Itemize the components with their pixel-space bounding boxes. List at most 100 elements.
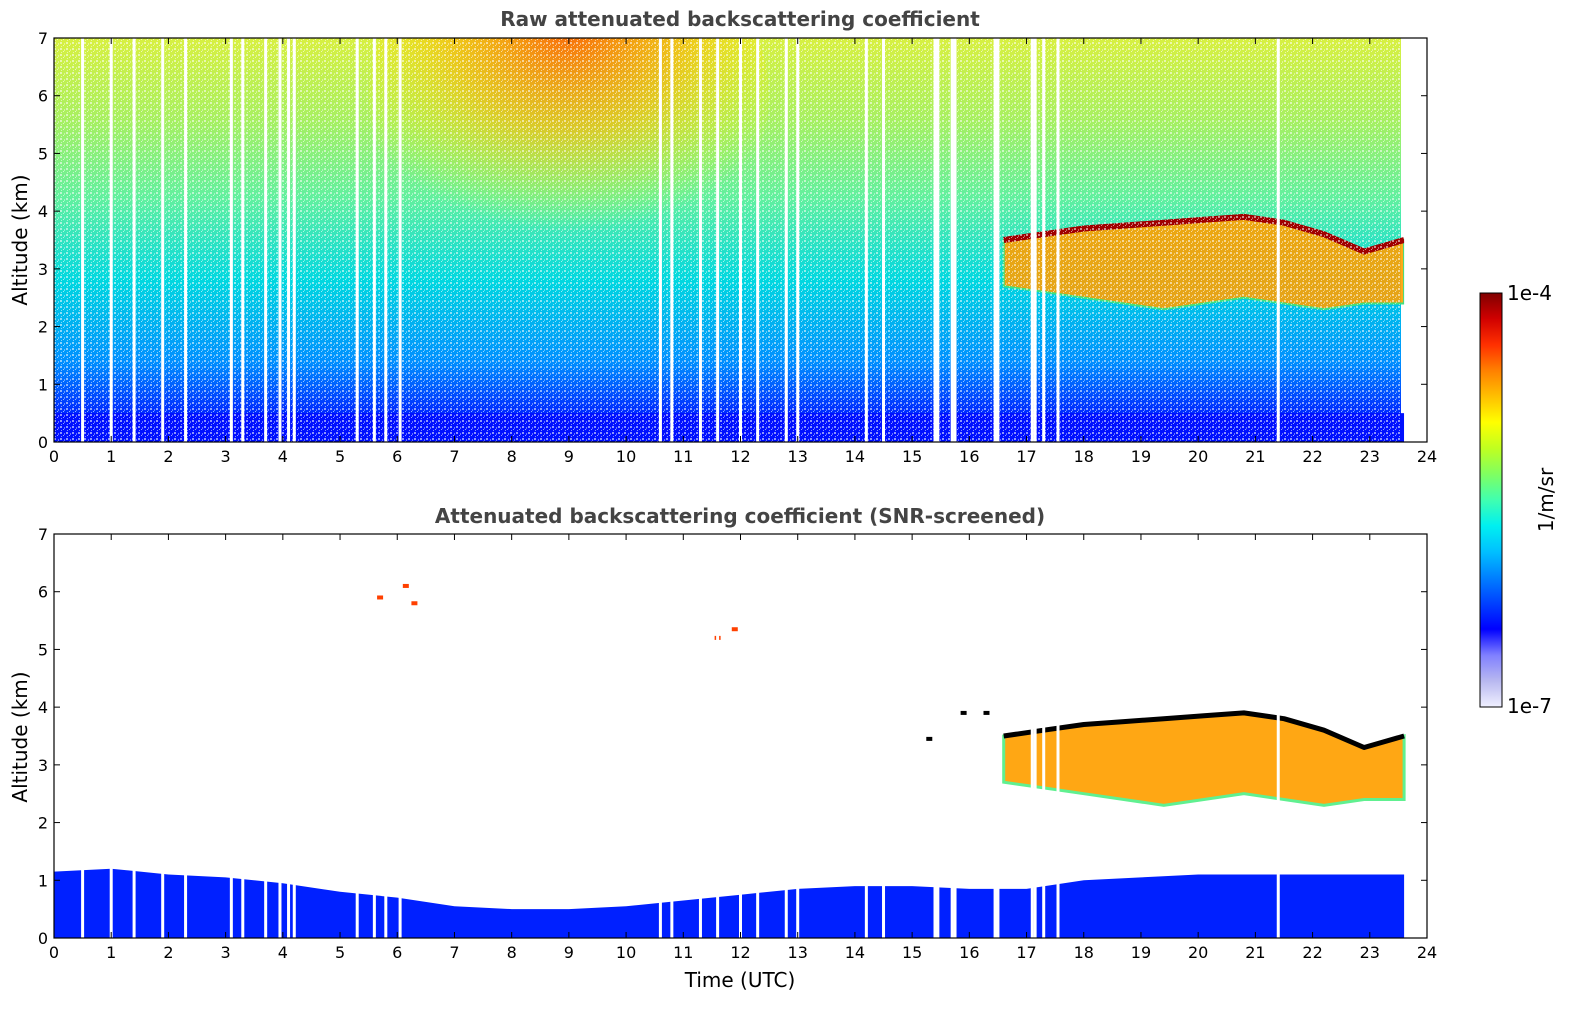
x-tick-label: 2 (163, 943, 173, 962)
screened-missing-profile (161, 534, 165, 938)
screened-isolated-point (377, 595, 384, 600)
x-tick-label: 10 (616, 447, 636, 466)
y-tick-label: 2 (38, 318, 48, 337)
x-tick-label: 11 (673, 943, 693, 962)
x-tick-label: 4 (278, 943, 288, 962)
raw-missing-profile (398, 38, 402, 442)
screened-isolated-point (411, 601, 418, 606)
raw-missing-profile (372, 38, 376, 442)
screened-missing-profile (1276, 534, 1280, 938)
screened-missing-profile (287, 534, 291, 938)
x-tick-label: 2 (163, 447, 173, 466)
screened-missing-profile (739, 534, 742, 938)
panel-raw-y-axis: 0 1 2 3 4 5 6 7 (38, 29, 1427, 452)
raw-missing-profile (229, 38, 233, 442)
panel-screened-y-axis: 0 1 2 3 4 5 6 7 (38, 525, 1427, 948)
screened-missing-profile (670, 534, 674, 938)
panel-raw-plot-area (54, 38, 1427, 442)
x-tick-label: 18 (1074, 943, 1094, 962)
y-tick-label: 6 (38, 583, 48, 602)
raw-missing-profile (287, 38, 291, 442)
colorbar-unit-label: 1/m/sr (1534, 467, 1558, 532)
screened-missing-profile (716, 534, 720, 938)
raw-missing-profile (784, 38, 788, 442)
screened-missing-profile (1042, 534, 1046, 938)
raw-missing-profile (1030, 38, 1034, 442)
raw-missing-profile (739, 38, 742, 442)
raw-speckle-overlay (54, 38, 1401, 442)
screened-missing-profile (936, 534, 940, 938)
panel-screened-x-axis: 0 1 2 3 4 5 6 7 8 9 10 11 12 13 14 15 16 17 18 19 20 21 22 23 24 (49, 534, 1437, 962)
x-tick-label: 18 (1074, 447, 1094, 466)
x-tick-label: 23 (1360, 447, 1380, 466)
screened-missing-profiles (81, 534, 1280, 938)
screened-missing-profile (398, 534, 402, 938)
screened-missing-profile (1033, 534, 1037, 938)
colorbar-min-label: 1e-7 (1507, 694, 1552, 718)
screened-cloud-body (1003, 712, 1405, 806)
x-tick-label: 0 (49, 943, 59, 962)
screened-missing-profile (109, 534, 113, 938)
x-tick-label: 6 (392, 447, 402, 466)
x-tick-label: 16 (959, 943, 979, 962)
raw-missing-profile (936, 38, 940, 442)
x-tick-label: 10 (616, 943, 636, 962)
x-tick-label: 17 (1016, 447, 1036, 466)
x-tick-label: 4 (278, 447, 288, 466)
raw-missing-profile (1276, 38, 1280, 442)
x-tick-label: 12 (730, 447, 750, 466)
raw-missing-profile (716, 38, 720, 442)
raw-missing-profile (953, 38, 957, 442)
x-tick-label: 22 (1302, 447, 1322, 466)
screened-missing-profile (698, 534, 702, 938)
screened-missing-profile (132, 534, 136, 938)
x-tick-label: 7 (449, 447, 459, 466)
y-tick-label: 2 (38, 814, 48, 833)
y-tick-label: 6 (38, 87, 48, 106)
x-tick-label: 5 (335, 943, 345, 962)
x-tick-label: 13 (788, 943, 808, 962)
raw-missing-profile (161, 38, 165, 442)
raw-missing-profile (1042, 38, 1046, 442)
raw-missing-profile (292, 38, 296, 442)
y-tick-label: 1 (38, 375, 48, 394)
screened-missing-profile (882, 534, 886, 938)
raw-missing-profile (864, 38, 868, 442)
x-tick-label: 8 (507, 943, 517, 962)
screened-missing-profile (950, 534, 954, 938)
screened-cloud-top (1003, 710, 1405, 750)
x-tick-label: 1 (106, 447, 116, 466)
screened-isolated-point (731, 627, 738, 632)
screened-missing-profile (996, 534, 1000, 938)
screened-missing-profile (953, 534, 957, 938)
panel-screened-y-label: Altitude (km) (8, 671, 32, 802)
x-tick-label: 24 (1417, 943, 1437, 962)
y-tick-label: 7 (38, 525, 48, 544)
x-tick-label: 3 (221, 943, 231, 962)
x-tick-label: 6 (392, 943, 402, 962)
screened-missing-profile (864, 534, 868, 938)
screened-missing-profile (229, 534, 233, 938)
panel-raw-x-axis: 0 1 2 3 4 5 6 7 8 9 10 11 12 13 14 15 16 17 18 19 20 21 22 23 24 (49, 38, 1437, 466)
screened-missing-profile (796, 534, 800, 938)
x-tick-label: 8 (507, 447, 517, 466)
y-tick-label: 3 (38, 756, 48, 775)
raw-missing-profile (882, 38, 886, 442)
raw-missing-profile (950, 38, 954, 442)
raw-missing-profile (278, 38, 282, 442)
x-tick-label: 14 (845, 447, 865, 466)
raw-missing-profile (132, 38, 136, 442)
raw-no-data-region (1404, 38, 1427, 442)
x-tick-label: 12 (730, 943, 750, 962)
colorbar-max-label: 1e-4 (1507, 281, 1552, 305)
x-axis-label: Time (UTC) (684, 968, 796, 992)
x-tick-label: 17 (1016, 943, 1036, 962)
screened-missing-profile (264, 534, 268, 938)
y-tick-label: 3 (38, 260, 48, 279)
raw-missing-profile (698, 38, 702, 442)
raw-missing-profile (1056, 38, 1060, 442)
x-tick-label: 1 (106, 943, 116, 962)
raw-missing-profile (241, 38, 245, 442)
panel-raw: Raw attenuated backscattering coefficien… (8, 7, 1437, 466)
